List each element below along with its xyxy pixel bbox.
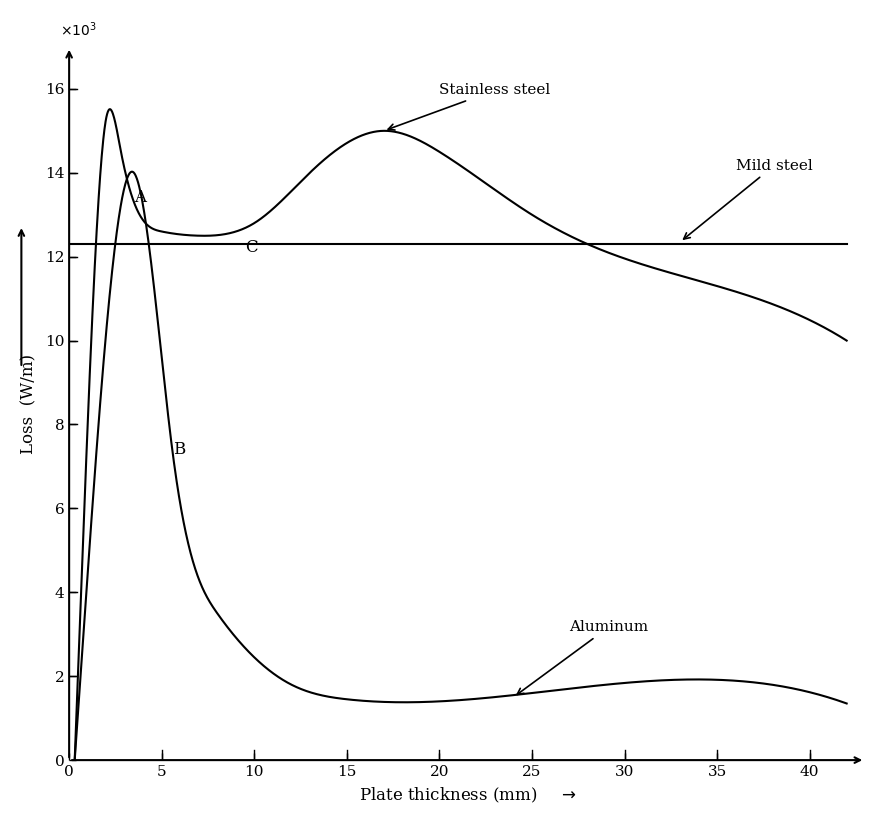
- Text: Aluminum: Aluminum: [517, 620, 648, 695]
- Text: C: C: [245, 240, 258, 257]
- Text: Mild steel: Mild steel: [684, 159, 812, 239]
- Text: Stainless steel: Stainless steel: [388, 83, 550, 130]
- Text: B: B: [173, 441, 185, 458]
- Y-axis label: Loss  (W/m): Loss (W/m): [21, 354, 38, 453]
- Text: $\times 10^3$: $\times 10^3$: [60, 20, 97, 39]
- Text: A: A: [134, 189, 146, 206]
- X-axis label: Plate thickness (mm)    $\rightarrow$: Plate thickness (mm) $\rightarrow$: [359, 786, 576, 805]
